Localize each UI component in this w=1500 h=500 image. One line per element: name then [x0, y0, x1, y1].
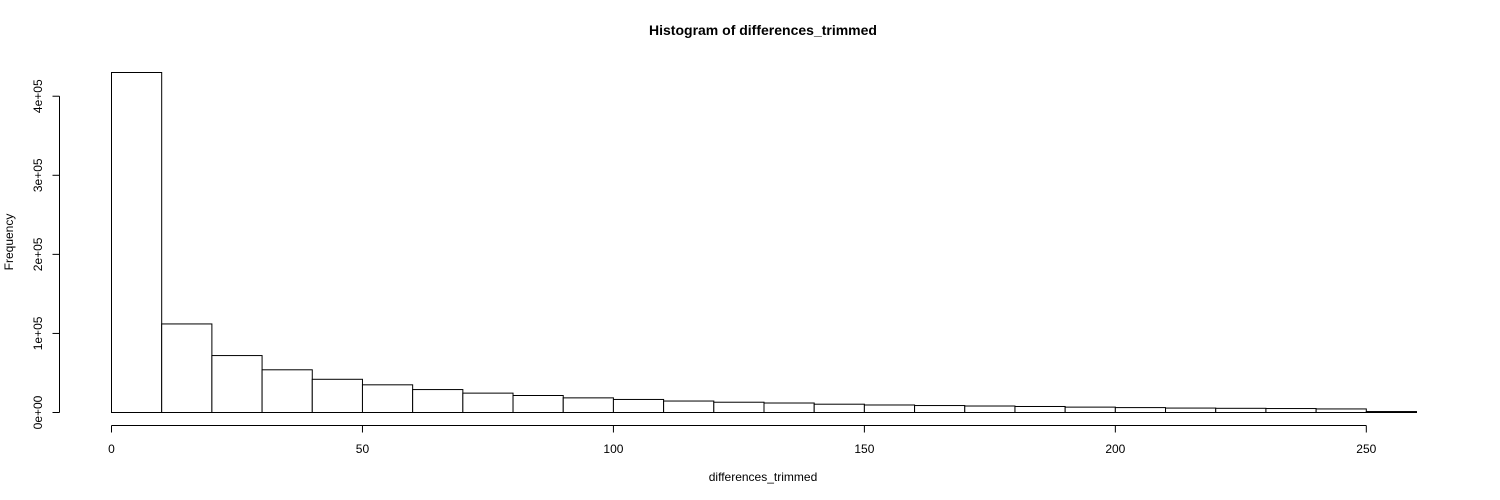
x-axis: 0 50 100 150 200 250	[108, 425, 1377, 456]
histogram-bar	[462, 392, 514, 413]
x-tick-label: 100	[603, 442, 623, 456]
histogram-bar	[211, 355, 263, 413]
histogram-bar	[1014, 405, 1066, 413]
chart-title: Histogram of differences_trimmed	[649, 22, 877, 38]
histogram-bar	[1315, 408, 1367, 414]
histogram-bar	[1114, 407, 1167, 414]
y-axis-label: Frequency	[2, 214, 16, 271]
histogram-bar	[311, 378, 363, 414]
histogram-bar	[412, 389, 464, 413]
histogram-bar	[964, 405, 1016, 413]
x-tick-label: 150	[854, 442, 874, 456]
histogram-bar	[914, 405, 966, 414]
y-tick-label: 0e+00	[31, 395, 45, 429]
x-axis-label: differences_trimmed	[709, 470, 818, 484]
x-tick-label: 200	[1105, 442, 1125, 456]
histogram-bar	[161, 323, 213, 413]
histogram-bar	[1265, 408, 1317, 413]
x-tick-label: 0	[108, 442, 115, 456]
y-tick-label: 1e+05	[31, 316, 45, 350]
histogram-bar	[863, 404, 916, 414]
histogram-bar	[562, 397, 614, 414]
y-axis: 0e+00 1e+05 2e+05 3e+05 4e+05	[31, 79, 60, 429]
histogram-bar	[763, 402, 815, 413]
histogram-bar	[813, 403, 865, 413]
x-tick-label: 50	[356, 442, 370, 456]
histogram-bar	[111, 72, 163, 413]
histogram-bar	[612, 398, 665, 414]
histogram-bar	[261, 369, 313, 414]
histogram-bar	[512, 395, 564, 413]
bars-group	[111, 72, 1418, 414]
histogram-bar	[663, 400, 715, 413]
histogram-bar	[1165, 407, 1217, 413]
histogram-bar	[361, 384, 414, 414]
histogram-bar	[713, 401, 765, 413]
histogram-bar	[1064, 406, 1116, 414]
y-tick-label: 3e+05	[31, 158, 45, 192]
y-tick-label: 4e+05	[31, 79, 45, 113]
x-tick-label: 250	[1356, 442, 1376, 456]
histogram-bar	[1365, 411, 1418, 413]
histogram-bar	[1215, 407, 1267, 413]
y-tick-label: 2e+05	[31, 237, 45, 271]
